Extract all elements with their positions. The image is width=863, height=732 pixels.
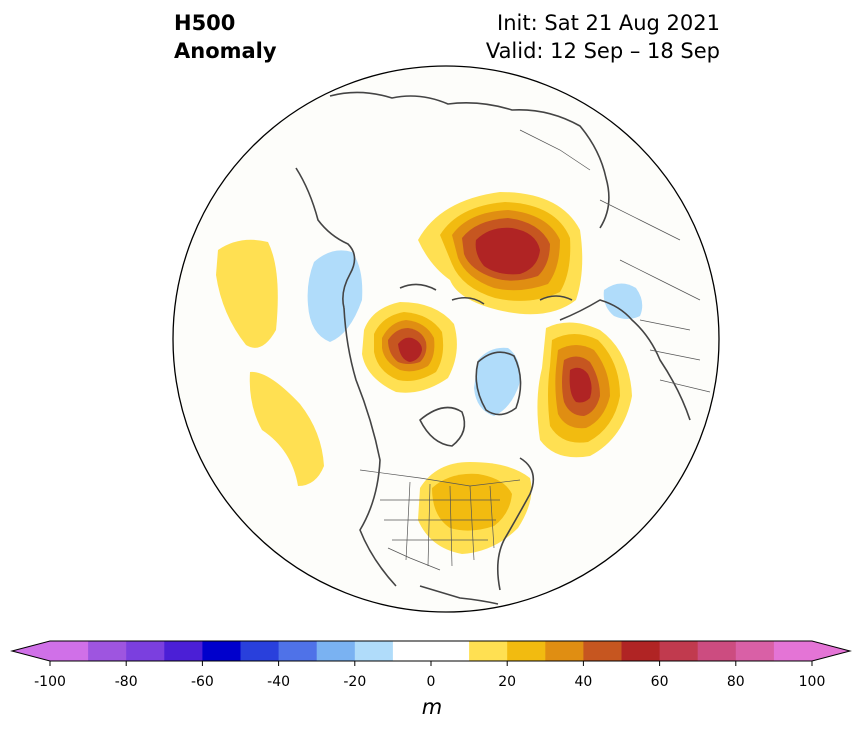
colorbar-bin	[50, 641, 89, 661]
colorbar-bin	[545, 641, 584, 661]
colorbar-ticks	[49, 661, 813, 666]
map-title: H500 Anomaly	[174, 9, 277, 65]
anomaly-alaska-negative	[307, 250, 363, 342]
colorbar-bin	[88, 641, 127, 661]
colorbar-bin	[164, 641, 203, 661]
colorbar-unit: m	[421, 695, 443, 719]
title-variable: H500	[174, 11, 236, 35]
anomaly-europe-50	[569, 367, 592, 403]
colorbar-extend-low	[12, 641, 50, 661]
init-time: Init: Sat 21 Aug 2021	[497, 11, 720, 35]
colorbar-tick-label: -20	[343, 674, 367, 690]
valid-period: Valid: 12 Sep – 18 Sep	[485, 39, 720, 63]
colorbar-bin	[202, 641, 241, 661]
colorbar-bin	[659, 641, 699, 661]
anomaly-pacific-positive	[216, 239, 278, 348]
anomaly-canada-50	[398, 337, 422, 362]
coastline-asia	[329, 91, 610, 229]
colorbar-tick-label: 80	[726, 674, 745, 690]
colorbar-tick-label: 40	[574, 674, 593, 690]
polar-map	[172, 65, 720, 613]
colorbar-tick-label: 100	[798, 674, 826, 690]
colorbar-bin	[507, 641, 546, 661]
colorbar-bin	[278, 641, 318, 661]
border-us-mexico	[387, 547, 441, 571]
colorbar-tick-label: -60	[190, 674, 214, 690]
colorbar-bin	[240, 641, 280, 661]
anomaly-east-negative	[603, 283, 643, 319]
colorbar-bin	[354, 641, 394, 661]
anomaly-greenland-negative	[474, 347, 521, 416]
border-us-canada	[359, 469, 521, 487]
anomaly-siberia-50	[475, 227, 540, 275]
colorbar-bin	[392, 641, 470, 661]
colorbar-tick-label: 60	[650, 674, 669, 690]
colorbar-bin	[469, 641, 508, 661]
coastline-alaska	[295, 167, 356, 309]
coastline-greenland	[475, 351, 522, 416]
colorbar-bin	[126, 641, 165, 661]
title-field: Anomaly	[174, 39, 277, 63]
colorbar-bin	[583, 641, 622, 661]
coastline-europe	[559, 299, 691, 421]
colorbar-bins	[50, 641, 813, 661]
coastline-north-america-west	[343, 307, 397, 587]
coastline-hudson-bay	[419, 406, 466, 447]
borders	[359, 129, 711, 571]
border-asia	[519, 129, 701, 301]
colorbar-tick-label: 20	[498, 674, 517, 690]
colorbar-tick-label: -100	[34, 674, 66, 690]
coastline-caribbean	[419, 585, 499, 605]
colorbar-tick-label: 0	[426, 674, 436, 690]
coastline-north-america-east	[496, 457, 535, 591]
forecast-info: Init: Sat 21 Aug 2021 Valid: 12 Sep – 18…	[486, 9, 720, 65]
colorbar	[10, 640, 852, 666]
border-europe	[639, 319, 711, 393]
colorbar-bin	[316, 641, 356, 661]
coastline-arctic-islands	[399, 283, 573, 305]
colorbar-tick-label: -40	[267, 674, 291, 690]
coastlines	[295, 91, 691, 605]
anomaly-pacific-positive-south	[249, 371, 324, 486]
colorbar-bin	[697, 641, 737, 661]
colorbar-extend-high	[812, 641, 850, 661]
colorbar-bin	[735, 641, 775, 661]
colorbar-tick-label: -80	[114, 674, 138, 690]
map-boundary	[172, 65, 720, 613]
border-us-states	[380, 481, 500, 567]
anomaly-contours	[216, 91, 711, 605]
colorbar-bin	[773, 641, 813, 661]
colorbar-bin	[621, 641, 661, 661]
